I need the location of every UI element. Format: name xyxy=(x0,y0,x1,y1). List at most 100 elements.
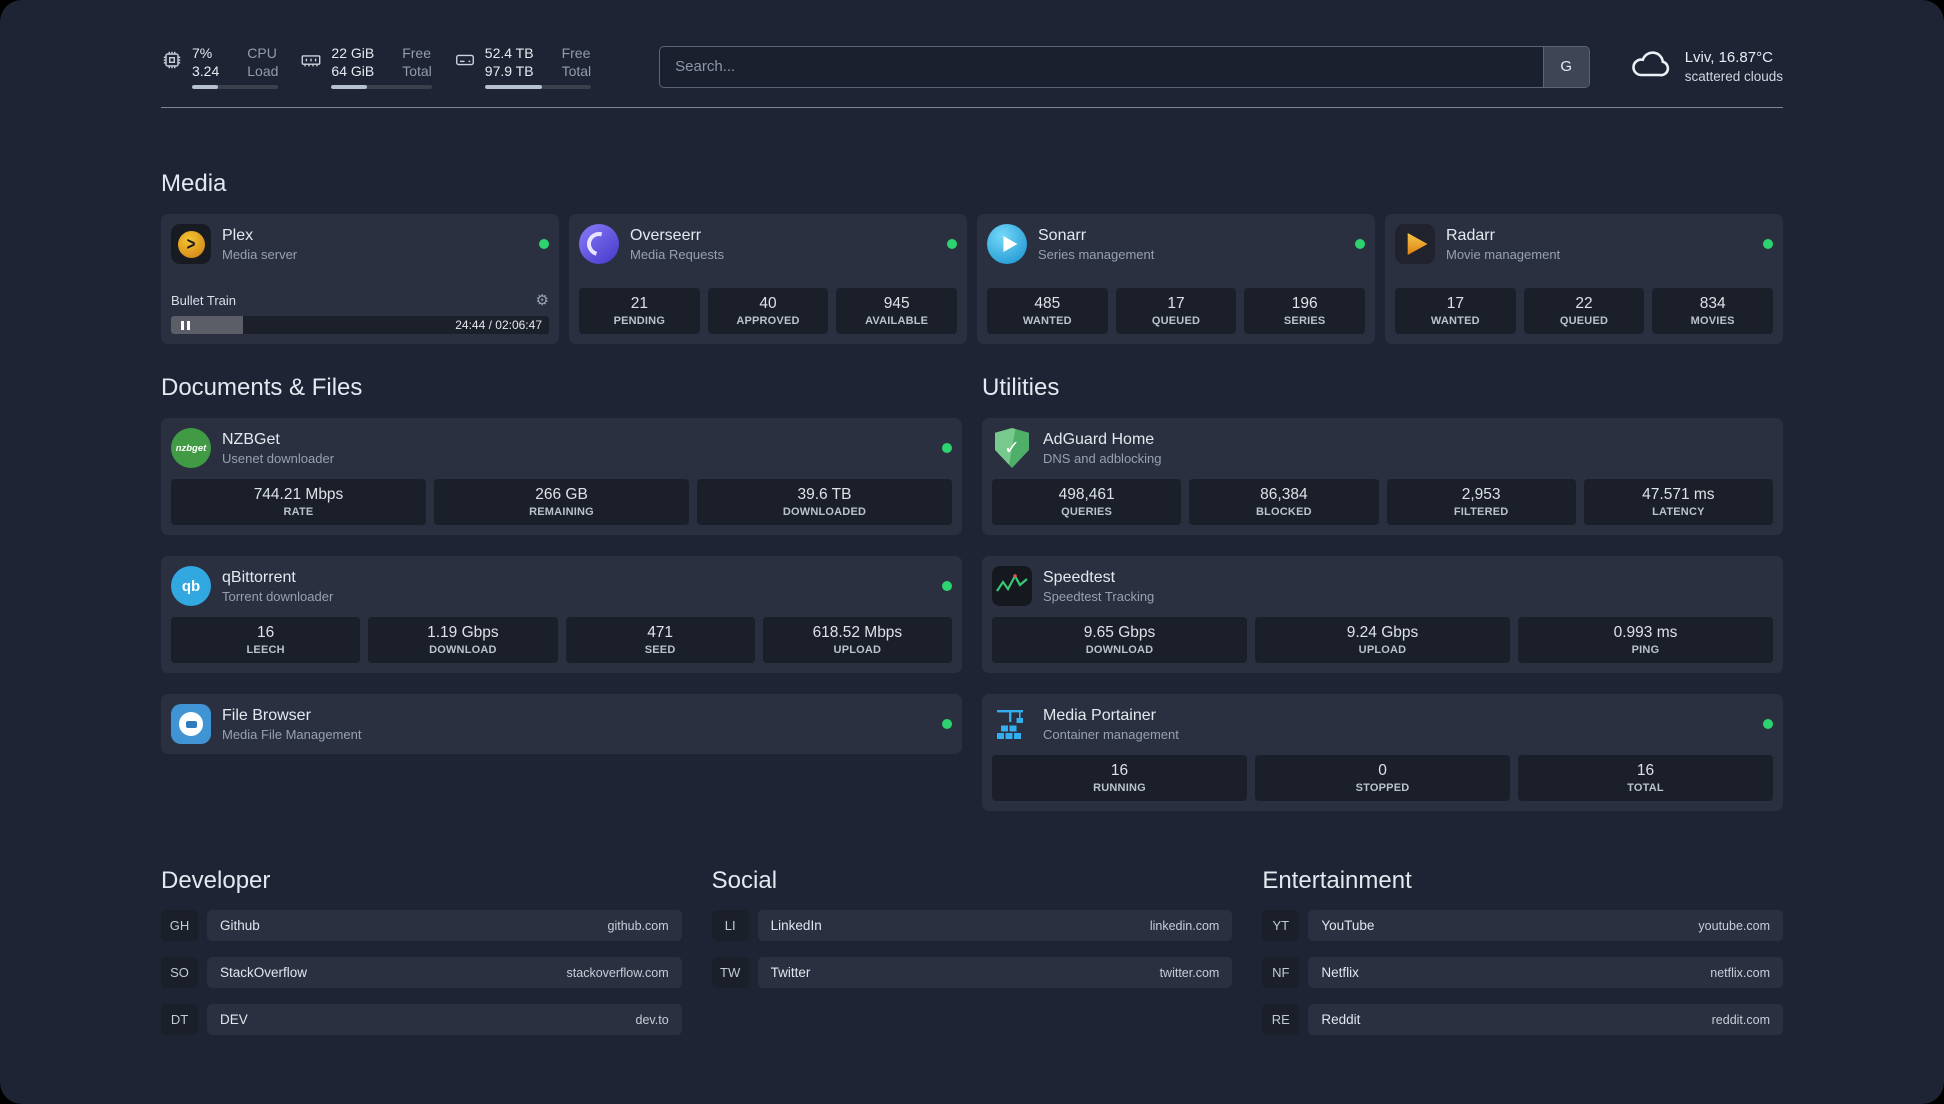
disk-total-value: 97.9 TB xyxy=(484,62,534,79)
section-title-social: Social xyxy=(711,867,778,894)
bookmark-stackoverflow[interactable]: SO StackOverflow stackoverflow.com xyxy=(161,957,682,988)
stat-label: QUERIES xyxy=(1061,506,1113,518)
stat-label: REMAINING xyxy=(529,506,594,518)
qbittorrent-card[interactable]: qb qBittorrent Torrent downloader 16 LEE… xyxy=(161,556,962,673)
disk-widget: 52.4 TB Free 97.9 TB Total xyxy=(454,44,592,89)
stat-label: AVAILABLE xyxy=(865,315,929,327)
status-dot xyxy=(942,581,952,591)
nzbget-card[interactable]: nzbget NZBGet Usenet downloader 744.21 M… xyxy=(161,418,962,535)
plex-progress-bar[interactable]: 24:44 / 02:06:47 xyxy=(171,316,549,334)
card-subtitle: Movie management xyxy=(1446,247,1561,262)
card-title: File Browser xyxy=(222,707,311,724)
card-title: Radarr xyxy=(1446,227,1495,244)
card-title: AdGuard Home xyxy=(1043,431,1155,448)
disk-free-value: 52.4 TB xyxy=(484,44,534,61)
card-title: Media Portainer xyxy=(1043,707,1156,724)
bookmark-twitter[interactable]: TW Twitter twitter.com xyxy=(711,957,1233,988)
plex-card[interactable]: > Plex Media server Bullet Train ⚙ xyxy=(161,214,559,344)
search-input[interactable] xyxy=(660,58,1543,75)
stat-cell: 0 STOPPED xyxy=(1255,755,1510,801)
stat-label: APPROVED xyxy=(736,315,800,327)
bookmarks-developer: Developer GH Github github.com SO StackO… xyxy=(161,867,682,1051)
stat-cell: 86,384 BLOCKED xyxy=(1189,479,1379,525)
bookmark-name: Reddit xyxy=(1321,1012,1361,1027)
stat-label: PENDING xyxy=(613,315,666,327)
memory-total-value: 64 GiB xyxy=(331,62,375,79)
bookmark-abbr: TW xyxy=(711,957,749,988)
stat-label: FILTERED xyxy=(1453,506,1509,518)
stat-label: WANTED xyxy=(1430,315,1480,327)
cpu-progress-bar xyxy=(192,84,279,89)
filebrowser-card[interactable]: File Browser Media File Management xyxy=(161,694,962,754)
memory-free-label: Free xyxy=(402,44,432,61)
bookmark-youtube[interactable]: YT YouTube youtube.com xyxy=(1262,910,1783,941)
stat-value: 17 xyxy=(1446,295,1464,312)
bookmarks-social: Social LI LinkedIn linkedin.com TW Twitt… xyxy=(711,867,1233,1051)
qbittorrent-icon: qb xyxy=(171,566,211,606)
bookmark-reddit[interactable]: RE Reddit reddit.com xyxy=(1262,1004,1783,1035)
sonarr-card[interactable]: Sonarr Series management 485 WANTED 17 Q… xyxy=(977,214,1375,344)
gear-icon[interactable]: ⚙ xyxy=(535,292,549,309)
now-playing-title: Bullet Train xyxy=(171,292,237,308)
portainer-card[interactable]: Media Portainer Container management 16 … xyxy=(982,694,1783,811)
stat-value: 9.65 Gbps xyxy=(1083,624,1156,641)
bookmark-linkedin[interactable]: LI LinkedIn linkedin.com xyxy=(711,910,1233,941)
adguard-icon: ✓ xyxy=(992,428,1032,468)
stat-cell: 618.52 Mbps UPLOAD xyxy=(762,617,952,663)
search-provider-button[interactable]: G xyxy=(1542,46,1589,87)
cpu-widget: 7% CPU 3.24 Load xyxy=(161,44,279,89)
stat-cell: 22 QUEUED xyxy=(1523,288,1645,334)
bookmark-dev[interactable]: DT DEV dev.to xyxy=(161,1004,682,1035)
nzbget-icon: nzbget xyxy=(171,428,211,468)
stat-cell: 1.19 Gbps DOWNLOAD xyxy=(368,617,558,663)
stat-label: TOTAL xyxy=(1627,782,1664,794)
bookmark-url: reddit.com xyxy=(1711,1012,1770,1027)
card-subtitle: Media Requests xyxy=(630,247,724,262)
filebrowser-icon xyxy=(171,704,211,744)
sonarr-icon xyxy=(987,224,1027,264)
stat-cell: 744.21 Mbps RATE xyxy=(171,479,426,525)
stat-label: MOVIES xyxy=(1690,315,1735,327)
radarr-card[interactable]: Radarr Movie management 17 WANTED 22 QUE… xyxy=(1385,214,1783,344)
stat-label: DOWNLOAD xyxy=(429,644,497,656)
pause-icon[interactable] xyxy=(181,320,190,330)
bookmark-abbr: GH xyxy=(161,910,198,941)
stat-label: QUEUED xyxy=(1559,315,1609,327)
stat-label: QUEUED xyxy=(1151,315,1201,327)
weather-widget: Lviv, 16.87°C scattered clouds xyxy=(1628,42,1783,91)
stat-label: BLOCKED xyxy=(1255,506,1312,518)
utilities-column: Utilities ✓ AdGuard Home DNS and adblock… xyxy=(982,374,1783,811)
disk-free-label: Free xyxy=(561,44,591,61)
stat-cell: 266 GB REMAINING xyxy=(434,479,689,525)
stat-cell: 485 WANTED xyxy=(987,288,1108,334)
stat-value: 16 xyxy=(257,624,275,641)
speedtest-card[interactable]: Speedtest Speedtest Tracking 9.65 Gbps D… xyxy=(982,556,1783,673)
bookmark-name: YouTube xyxy=(1321,918,1375,933)
bookmark-netflix[interactable]: NF Netflix netflix.com xyxy=(1262,957,1783,988)
stat-value: 22 xyxy=(1575,295,1593,312)
bookmark-github[interactable]: GH Github github.com xyxy=(161,910,682,941)
bookmark-abbr: NF xyxy=(1262,957,1300,988)
stat-cell: 834 MOVIES xyxy=(1652,288,1773,334)
status-dot xyxy=(539,239,549,249)
section-title-developer: Developer xyxy=(161,867,271,894)
cpu-usage-value: 7% xyxy=(192,44,213,61)
plex-icon: > xyxy=(171,224,211,264)
memory-progress-bar xyxy=(331,84,432,89)
stat-cell: 47.571 ms LATENCY xyxy=(1583,479,1773,525)
memory-icon xyxy=(300,49,322,76)
documents-column: Documents & Files nzbget NZBGet Usenet d… xyxy=(161,374,962,811)
stat-value: 17 xyxy=(1167,295,1185,312)
overseerr-icon xyxy=(579,224,619,264)
stat-cell: 40 APPROVED xyxy=(707,288,829,334)
adguard-card[interactable]: ✓ AdGuard Home DNS and adblocking 498,46… xyxy=(982,418,1783,535)
stat-cell: 17 WANTED xyxy=(1395,288,1516,334)
cpu-load-value: 3.24 xyxy=(192,62,220,79)
card-subtitle: Speedtest Tracking xyxy=(1043,589,1155,604)
memory-widget: 22 GiB Free 64 GiB Total xyxy=(300,44,432,89)
stat-label: STOPPED xyxy=(1355,782,1410,794)
stat-cell: 9.24 Gbps UPLOAD xyxy=(1255,617,1510,663)
overseerr-card[interactable]: Overseerr Media Requests 21 PENDING 40 A… xyxy=(569,214,967,344)
cpu-load-label: Load xyxy=(247,62,279,79)
